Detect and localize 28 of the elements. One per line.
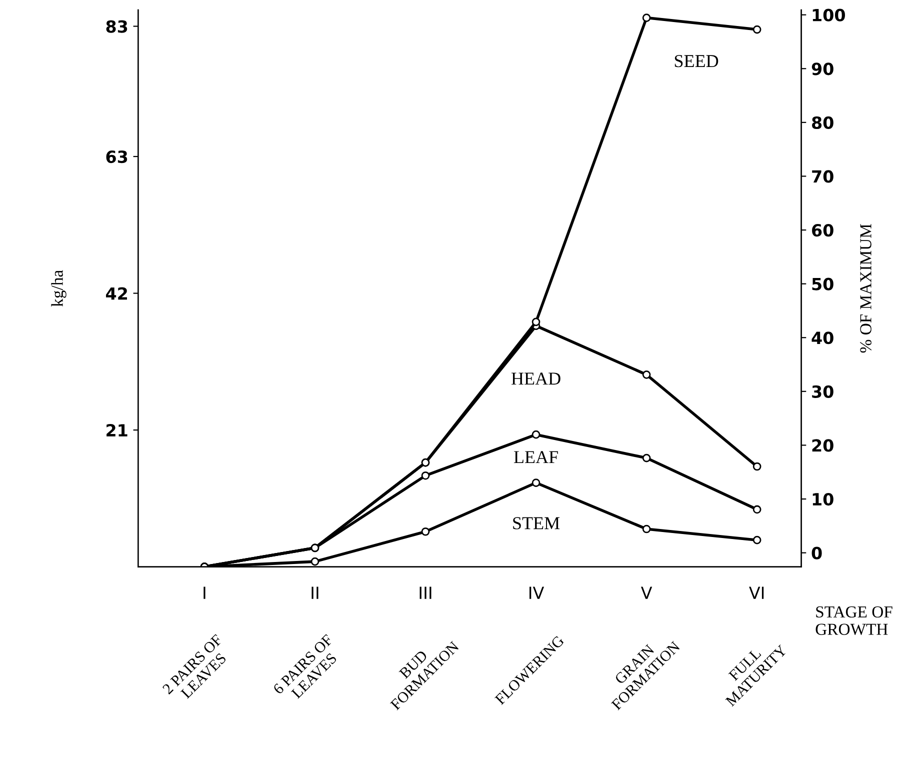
y2-tick-label: 30 bbox=[812, 385, 834, 398]
y2-tick-label: 10 bbox=[812, 492, 834, 506]
series-label: SEED bbox=[674, 55, 718, 68]
x-tick-label: III bbox=[420, 586, 432, 599]
y2-tick-label: 70 bbox=[812, 170, 834, 183]
y2-tick-label: 100 bbox=[812, 8, 845, 22]
y-axis-title: kg/ha bbox=[51, 270, 66, 307]
x-tick-label: V bbox=[640, 586, 652, 599]
y2-tick-label: 50 bbox=[812, 278, 834, 290]
series-label: STEM bbox=[513, 517, 560, 530]
y2-tick-label: 20 bbox=[812, 439, 834, 452]
x-tick-label: I bbox=[204, 586, 206, 599]
y2-tick-label: 0 bbox=[812, 546, 822, 560]
y-tick-label: 83 bbox=[106, 20, 128, 33]
y-tick-label: 21 bbox=[106, 424, 128, 436]
y-tick-label: 63 bbox=[106, 150, 128, 164]
x-tick-label: VI bbox=[749, 586, 764, 599]
y2-axis-title: % OF MAXIMUM bbox=[860, 224, 872, 353]
x-axis-title: STAGE OF GROWTH bbox=[816, 606, 892, 636]
y2-tick-label: 40 bbox=[812, 332, 834, 344]
x-tick-label: II bbox=[312, 586, 318, 599]
series-label: LEAF bbox=[514, 451, 558, 464]
y2-tick-label: 60 bbox=[812, 224, 834, 237]
y2-tick-label: 90 bbox=[812, 62, 834, 76]
y-tick-label: 42 bbox=[106, 287, 127, 300]
x-tick-label: IV bbox=[530, 586, 544, 599]
series-label: HEAD bbox=[511, 372, 560, 385]
y2-tick-label: 80 bbox=[812, 116, 834, 129]
